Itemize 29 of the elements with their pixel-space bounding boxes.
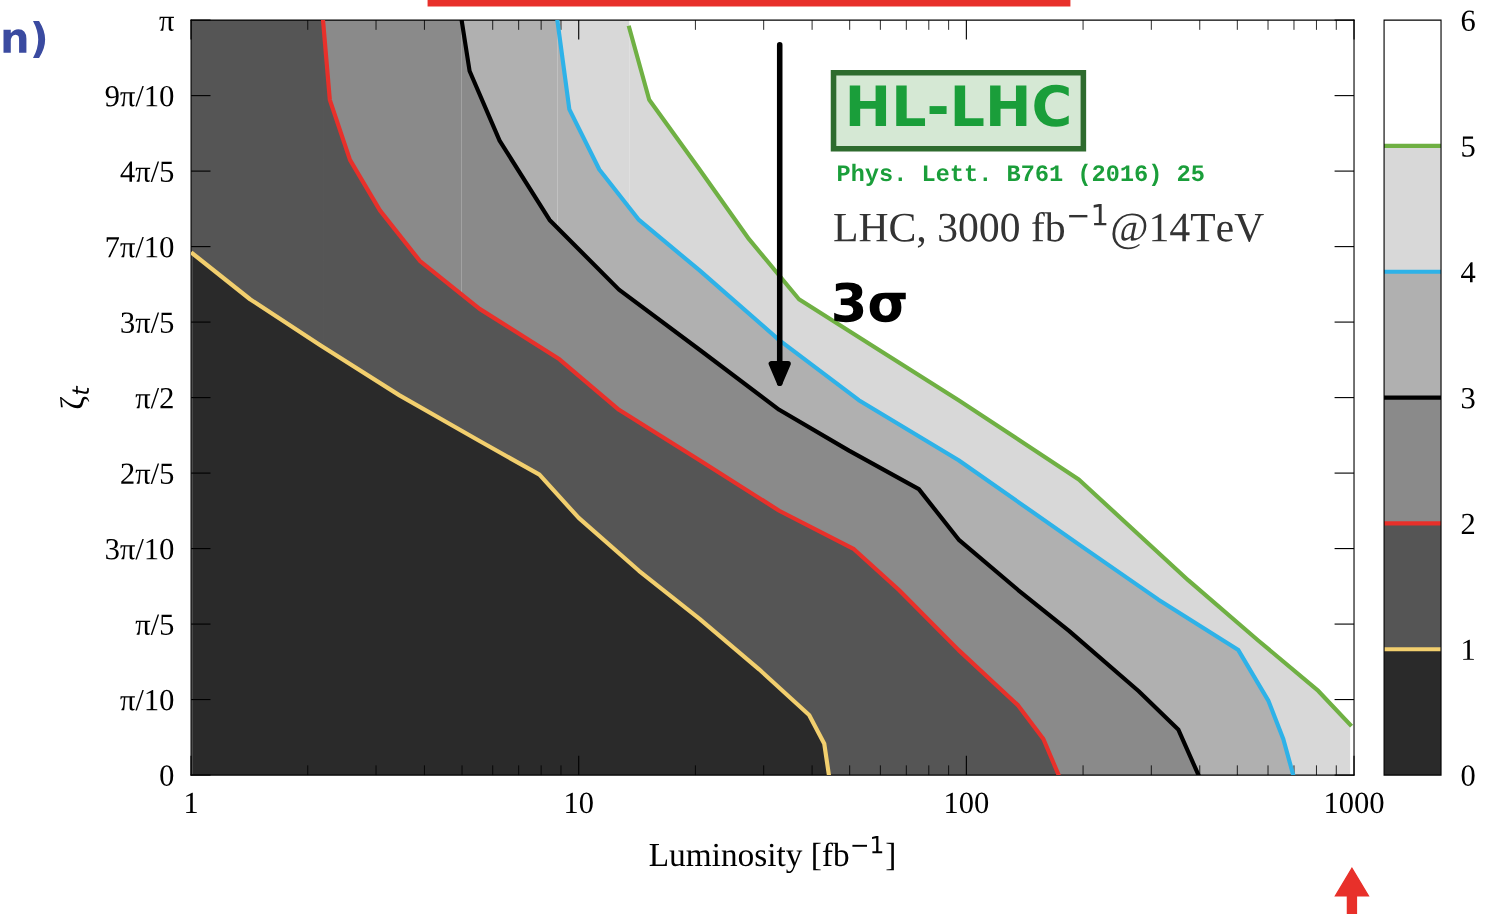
y-tick-label: 9π/10 [105,85,174,107]
y-tick-label: 2π/5 [121,463,174,484]
x-tick-label: 1 [186,792,197,813]
x-axis-title: Luminosity [fb$^{−1}$] [649,836,894,874]
y-tick-label: π [159,16,174,32]
annotation: LHC, 3000 fb$^{−1}$@14TeV [834,204,1264,250]
color-bar-label: 5 [1462,136,1475,157]
y-tick-label: π/2 [135,387,173,409]
y-tick-label: 4π/5 [120,161,174,182]
annotation: HL-LHC [849,84,1069,127]
y-axis-title: ζ$_{t}$ [59,385,90,409]
y-tick-label: 3π/10 [106,538,174,560]
x-tick-label: 100 [946,792,989,814]
annotation: 3σ [834,282,906,323]
x-tick-label: 10 [566,792,593,814]
y-tick-label: 0 [160,765,174,786]
annotation: Phys. Lett. B761 (2016) 25 [838,163,1204,186]
color-bar-label: 0 [1461,765,1475,786]
y-tick-label: 7π/10 [106,236,174,258]
color-bar-label: 3 [1461,387,1475,409]
color-bar-label: 6 [1461,10,1475,32]
text: n) [3,21,46,59]
color-bar-label: 2 [1461,513,1475,535]
y-tick-label: π/10 [120,689,174,711]
x-tick-label: 1000 [1326,792,1384,814]
y-tick-label: π/5 [135,614,174,635]
y-tick-label: 3π/5 [121,312,174,333]
color-bar-label: 1 [1463,639,1474,660]
color-bar-label: 4 [1461,262,1476,283]
